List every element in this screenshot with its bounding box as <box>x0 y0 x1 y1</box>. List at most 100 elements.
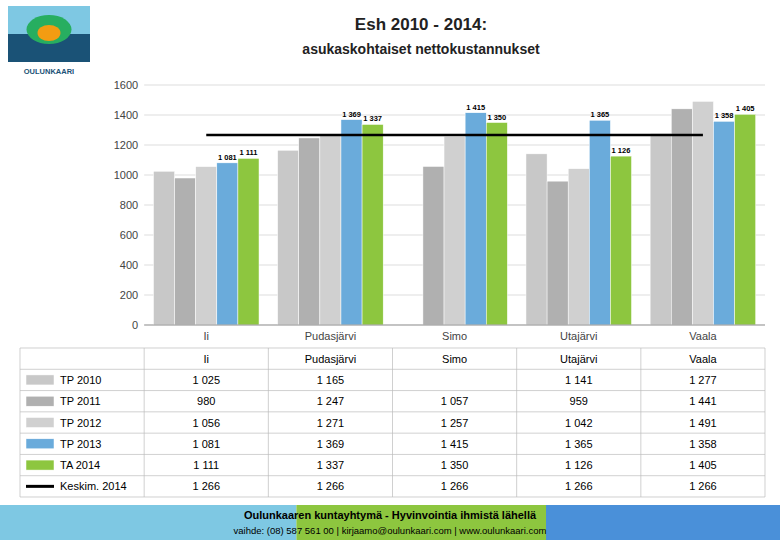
table-header: Simo <box>442 353 467 365</box>
y-tick-label: 1400 <box>114 109 138 121</box>
table-cell: 1 057 <box>441 395 469 407</box>
data-label: 1 337 <box>363 114 382 123</box>
bar <box>650 133 671 325</box>
x-axis-line <box>144 325 765 326</box>
y-tick-label: 1000 <box>114 169 138 181</box>
data-label: 1 369 <box>342 110 361 119</box>
bar <box>175 178 196 325</box>
bar <box>444 136 465 325</box>
table-cell: 1 042 <box>565 417 593 429</box>
legend-icon <box>26 418 54 428</box>
table-cell: 1 081 <box>192 438 220 450</box>
table-cell: 1 271 <box>317 417 345 429</box>
table-cell: 1 266 <box>317 480 345 492</box>
y-tick-label: 1200 <box>114 139 138 151</box>
background <box>0 0 780 540</box>
bar-series <box>196 101 714 325</box>
y-tick-label: 1600 <box>114 79 138 91</box>
bar <box>238 158 259 325</box>
bar <box>671 109 692 325</box>
legend-icon <box>26 460 54 470</box>
legend-icon <box>26 485 54 488</box>
bar <box>735 114 756 325</box>
table-cell: 980 <box>197 395 215 407</box>
data-label: 1 415 <box>466 103 485 112</box>
data-label: 1 126 <box>612 146 631 155</box>
chart-svg: Esh 2010 - 2014: asukaskohtaiset nettokus… <box>0 0 780 540</box>
logo-part <box>27 15 72 44</box>
bar-series <box>175 109 693 325</box>
table-cell: 1 365 <box>565 438 593 450</box>
grid-line <box>144 325 765 326</box>
table-cell: 1 025 <box>192 374 220 386</box>
legend-label: TA 2014 <box>60 459 100 471</box>
table-line <box>20 348 21 497</box>
logo-text: OULUNKAARI <box>24 67 74 76</box>
title: Esh 2010 - 2014: <box>355 15 487 34</box>
grid-line <box>144 85 765 86</box>
data-label: 1 405 <box>736 104 755 113</box>
bar <box>217 163 238 325</box>
footer-band <box>546 505 780 540</box>
legend-label: Keskim. 2014 <box>60 480 127 492</box>
legend-label: TP 2011 <box>60 395 101 407</box>
data-label: 1 081 <box>218 153 237 162</box>
footer-text: vaihde: (08) 587 561 00 | kirjaamo@oulun… <box>234 525 547 536</box>
table-line <box>268 348 269 497</box>
data-label: 1 111 <box>239 148 257 157</box>
plot-area <box>153 101 755 325</box>
bar <box>423 166 444 325</box>
logo <box>8 6 90 62</box>
table-cell: 1 266 <box>689 480 717 492</box>
bar <box>486 123 507 326</box>
y-tick-label: 600 <box>120 229 138 241</box>
bar <box>320 134 341 325</box>
table-cell: 1 257 <box>441 417 469 429</box>
table-line <box>640 348 641 497</box>
table-cell: 1 266 <box>565 480 593 492</box>
logo-part <box>38 25 61 41</box>
y-tick-label: 400 <box>120 259 138 271</box>
table-cell: 1 111 <box>193 459 219 471</box>
data-label: 1 358 <box>715 111 734 120</box>
bar <box>547 181 568 325</box>
x-tick-label: Utajärvi <box>560 330 597 342</box>
table-cell: 1 491 <box>689 417 717 429</box>
table-line <box>392 348 393 497</box>
y-tick-label: 200 <box>120 289 138 301</box>
table-cell: 1 405 <box>689 459 717 471</box>
table-cell: 1 266 <box>441 480 469 492</box>
table-cell: 1 337 <box>317 459 345 471</box>
bar <box>568 169 589 325</box>
table-cell: 1 277 <box>689 374 717 386</box>
table-line <box>144 348 145 497</box>
table-cell: 1 350 <box>441 459 469 471</box>
bar <box>526 154 547 325</box>
bar <box>465 113 486 325</box>
bar <box>713 121 734 325</box>
table-cell: 1 415 <box>441 438 469 450</box>
table-cell: 1 441 <box>689 395 717 407</box>
bar-series <box>217 113 735 325</box>
bar <box>362 124 383 325</box>
x-tick-label: Pudasjärvi <box>305 330 356 342</box>
bar <box>196 167 217 325</box>
x-tick-label: Simo <box>442 330 467 342</box>
legend-icon <box>26 396 54 406</box>
x-tick-label: Ii <box>204 330 210 342</box>
footer: Oulunkaaren kuntayhtymä - Hyvinvointia i… <box>0 505 780 540</box>
table-cell: 1 126 <box>565 459 593 471</box>
y-tick-label: 0 <box>132 319 138 331</box>
table-cell: 959 <box>570 395 588 407</box>
table-cell: 1 141 <box>565 374 593 386</box>
table-cell: 1 165 <box>317 374 345 386</box>
table-header: Ii <box>204 353 210 365</box>
table-line <box>765 348 766 497</box>
data-label: 1 350 <box>487 113 506 122</box>
bar-series <box>238 114 756 325</box>
average-line <box>206 134 703 137</box>
x-tick-label: Vaala <box>689 330 717 342</box>
subtitle: asukaskohtaiset nettokustannukset <box>302 41 540 57</box>
grid <box>144 85 765 325</box>
table-cell: 1 358 <box>689 438 717 450</box>
